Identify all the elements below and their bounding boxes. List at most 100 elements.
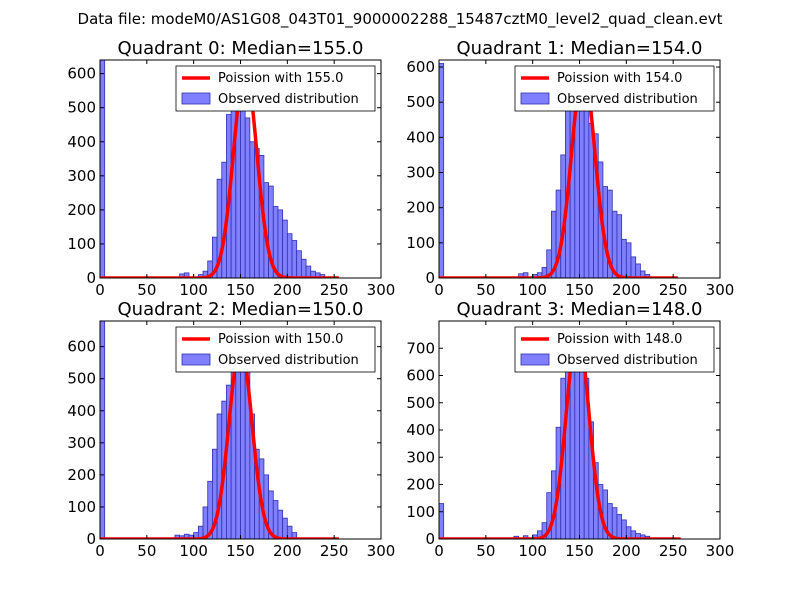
legend-line-label: Poission with 155.0	[218, 71, 343, 86]
y-tick-label: 600	[406, 58, 435, 76]
x-tick-label: 150	[565, 542, 594, 560]
x-tick-label: 300	[367, 281, 396, 299]
quadrant-title: Quadrant 1: Median=154.0	[457, 38, 703, 59]
legend-bar-swatch	[181, 353, 211, 366]
x-tick-label: 150	[565, 281, 594, 299]
x-tick-label: 200	[612, 281, 641, 299]
legend-line-label: Poission with 154.0	[557, 71, 682, 86]
histogram-bar	[286, 233, 293, 278]
histogram-bar	[282, 517, 288, 539]
subplot-grid: 0 50 100 150 200 250 3000100200300400500600Qua…	[67, 38, 734, 560]
legend-line-label: Poission with 148.0	[557, 332, 682, 347]
y-tick-label: 500	[406, 394, 435, 412]
histogram-bar	[240, 343, 246, 539]
histogram-bar	[100, 321, 106, 539]
legend-bar-label: Observed distribution	[557, 92, 698, 107]
quadrant-title: Quadrant 3: Median=148.0	[457, 299, 703, 320]
histogram-bar	[272, 500, 279, 539]
histogram-bar	[611, 507, 618, 539]
y-tick-label: 0	[86, 530, 96, 548]
y-tick-label: 300	[406, 448, 435, 466]
y-tick-label: 400	[67, 402, 96, 420]
poisson-curve	[439, 68, 679, 278]
x-tick-label: 250	[659, 542, 688, 560]
histogram-bar	[296, 250, 302, 278]
y-tick-label: 300	[406, 164, 435, 182]
histogram-bar	[216, 413, 223, 539]
x-tick-label: 0	[434, 281, 444, 299]
x-tick-label: 50	[476, 542, 495, 560]
x-tick-label: 100	[518, 281, 547, 299]
y-tick-label: 100	[67, 498, 96, 516]
x-tick-label: 50	[476, 281, 495, 299]
x-tick-label: 300	[367, 542, 396, 560]
quadrant-2-panel: 0 50 100 150 200 250 300 0 100 200 300 400 500 600 Qua…	[67, 299, 395, 560]
y-tick-label: 600	[67, 338, 96, 356]
poisson-curve	[100, 344, 340, 539]
legend-bar-swatch	[520, 92, 550, 105]
y-tick-label: 0	[425, 530, 435, 548]
x-tick-label: 200	[273, 542, 302, 560]
y-tick-label: 300	[67, 167, 96, 185]
histogram-bar	[439, 503, 445, 539]
x-tick-label: 250	[659, 281, 688, 299]
histogram-bar	[625, 242, 632, 278]
y-tick-label: 400	[67, 133, 96, 151]
legend-bar-label: Observed distribution	[218, 353, 359, 368]
suptitle: Data file: modeM0/AS1G08_043T01_90000022…	[78, 10, 723, 29]
histogram-bar	[244, 117, 251, 278]
quadrant-title: Quadrant 2: Median=150.0	[118, 299, 364, 320]
y-tick-label: 500	[67, 99, 96, 117]
x-tick-label: 200	[612, 542, 641, 560]
histogram-bar	[249, 141, 255, 278]
y-tick-label: 600	[406, 367, 435, 385]
x-tick-label: 50	[137, 542, 156, 560]
histogram-bar	[291, 240, 298, 278]
histogram-bar	[291, 532, 298, 539]
y-tick-label: 100	[406, 503, 435, 521]
legend-bar-swatch	[520, 353, 550, 366]
y-tick-label: 500	[406, 93, 435, 111]
histogram-bar	[277, 209, 284, 278]
x-tick-label: 50	[137, 281, 156, 299]
histogram-bar	[300, 258, 307, 278]
histogram-bar	[183, 272, 190, 278]
x-tick-label: 300	[706, 542, 735, 560]
legend-bar-label: Observed distribution	[218, 92, 359, 107]
y-tick-label: 300	[67, 434, 96, 452]
y-tick-label: 100	[67, 235, 96, 253]
legend: Poission with 150.0 Observed distribution	[175, 326, 376, 373]
x-tick-label: 250	[320, 542, 349, 560]
histogram-bar	[100, 60, 106, 278]
histogram-bar	[621, 238, 627, 278]
y-tick-label: 200	[406, 476, 435, 494]
y-tick-label: 500	[67, 370, 96, 388]
histogram-bar	[630, 256, 637, 278]
y-tick-label: 200	[67, 466, 96, 484]
legend-line-label: Poission with 150.0	[218, 332, 343, 347]
quadrant-1-panel: 0 50 100 150 200 250 300 0 100 200 300 400 500 600 Qua…	[406, 38, 734, 299]
legend: Poission with 154.0 Observed distribution	[514, 65, 715, 112]
x-tick-label: 250	[320, 281, 349, 299]
histogram-bar	[579, 105, 585, 278]
quadrant-title: Quadrant 0: Median=155.0	[118, 38, 364, 59]
x-tick-label: 300	[706, 281, 735, 299]
histogram-bar	[625, 526, 632, 539]
x-tick-label: 100	[518, 542, 547, 560]
histogram-bar	[616, 214, 623, 278]
y-tick-label: 600	[67, 65, 96, 83]
y-tick-label: 400	[406, 128, 435, 146]
legend-bar-swatch	[181, 92, 211, 105]
legend-bar-label: Observed distribution	[557, 353, 698, 368]
x-tick-label: 100	[179, 281, 208, 299]
y-tick-label: 0	[425, 269, 435, 287]
quadrant-3-panel: 0 50 100 150 200 250 300 0 100 200 300 400 500 600 700…	[406, 299, 734, 560]
legend: Poission with 148.0 Observed distribution	[514, 326, 715, 373]
x-tick-label: 0	[95, 281, 105, 299]
quadrant-0-panel: 0 50 100 150 200 250 300 0 100 200 300 400 500 600 Qua…	[67, 38, 395, 299]
y-tick-label: 200	[406, 199, 435, 217]
x-tick-label: 0	[434, 542, 444, 560]
histogram-bar	[286, 525, 293, 539]
y-tick-label: 700	[406, 339, 435, 357]
